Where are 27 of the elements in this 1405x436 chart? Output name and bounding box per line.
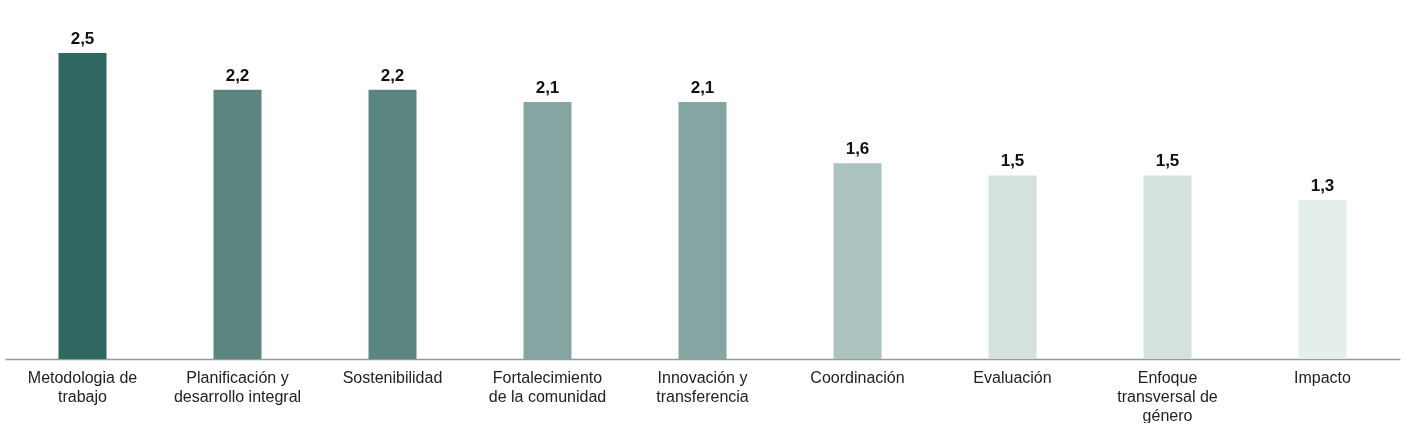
data-label: 2,2 [380,65,405,85]
data-label: 2,1 [690,77,715,97]
data-label: 2,2 [225,65,250,85]
bar [523,101,572,359]
x-tick-label: Impacto [1294,368,1352,386]
x-tick-label: Planificación y desarrollo integral [173,368,302,405]
data-label: 2,5 [70,29,95,48]
data-label: 2,1 [535,77,560,97]
bar [1143,175,1192,359]
x-tick-label: Metodologia de trabajo [27,368,138,405]
x-tick-label: Coordinación [810,368,905,386]
bar [1298,199,1347,359]
data-label: 1,6 [845,139,870,159]
bar [833,163,882,359]
x-tick-label: Sostenibilidad [342,368,443,386]
bar [678,101,727,359]
x-tick-label: Enfoque transversal de género [1117,368,1218,424]
x-tick-label: Fortalecimiento de la comunidad [488,368,607,405]
bar [368,89,417,359]
data-label: 1,5 [1155,151,1180,171]
x-tick-label: Innovación y transferencia [656,368,749,405]
bar [988,175,1037,359]
bar [213,89,262,359]
data-label: 1,3 [1310,175,1335,195]
data-label: 1,5 [1000,151,1025,171]
bar [58,53,107,359]
x-tick-label: Evaluación [973,368,1052,386]
